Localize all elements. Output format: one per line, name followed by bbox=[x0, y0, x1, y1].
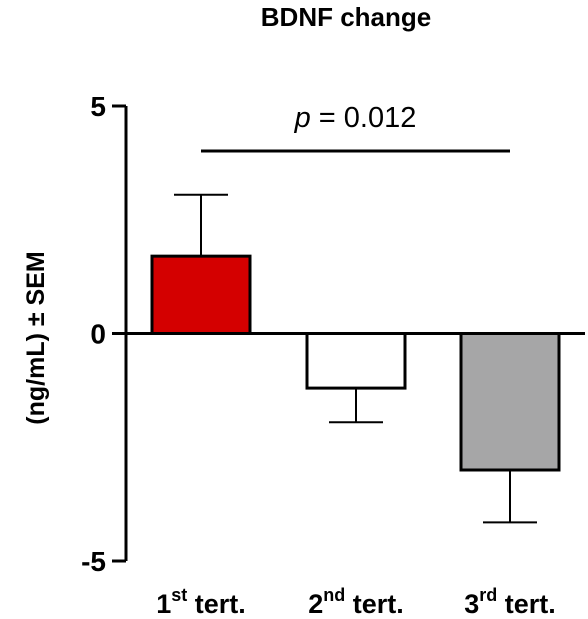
bar bbox=[150, 254, 252, 335]
plot-area: 5 0 -5 1st tert. 2nd tert. 3rd tert. p = 0.012 bbox=[81, 91, 585, 619]
x-tick-label: 1st tert. bbox=[156, 585, 246, 619]
y-tick-label: 5 bbox=[90, 91, 106, 122]
bar bbox=[459, 332, 561, 472]
bar bbox=[305, 332, 407, 390]
y-tick-label: -5 bbox=[81, 546, 106, 577]
y-axis-label: (ng/mL) ± SEM bbox=[22, 251, 50, 424]
chart-title: BDNF change bbox=[261, 2, 431, 32]
y-tick-label: 0 bbox=[90, 319, 106, 350]
p-value-annotation: p = 0.012 bbox=[294, 102, 417, 134]
x-tick-label: 3rd tert. bbox=[464, 585, 556, 619]
x-tick-label: 2nd tert. bbox=[308, 585, 404, 619]
